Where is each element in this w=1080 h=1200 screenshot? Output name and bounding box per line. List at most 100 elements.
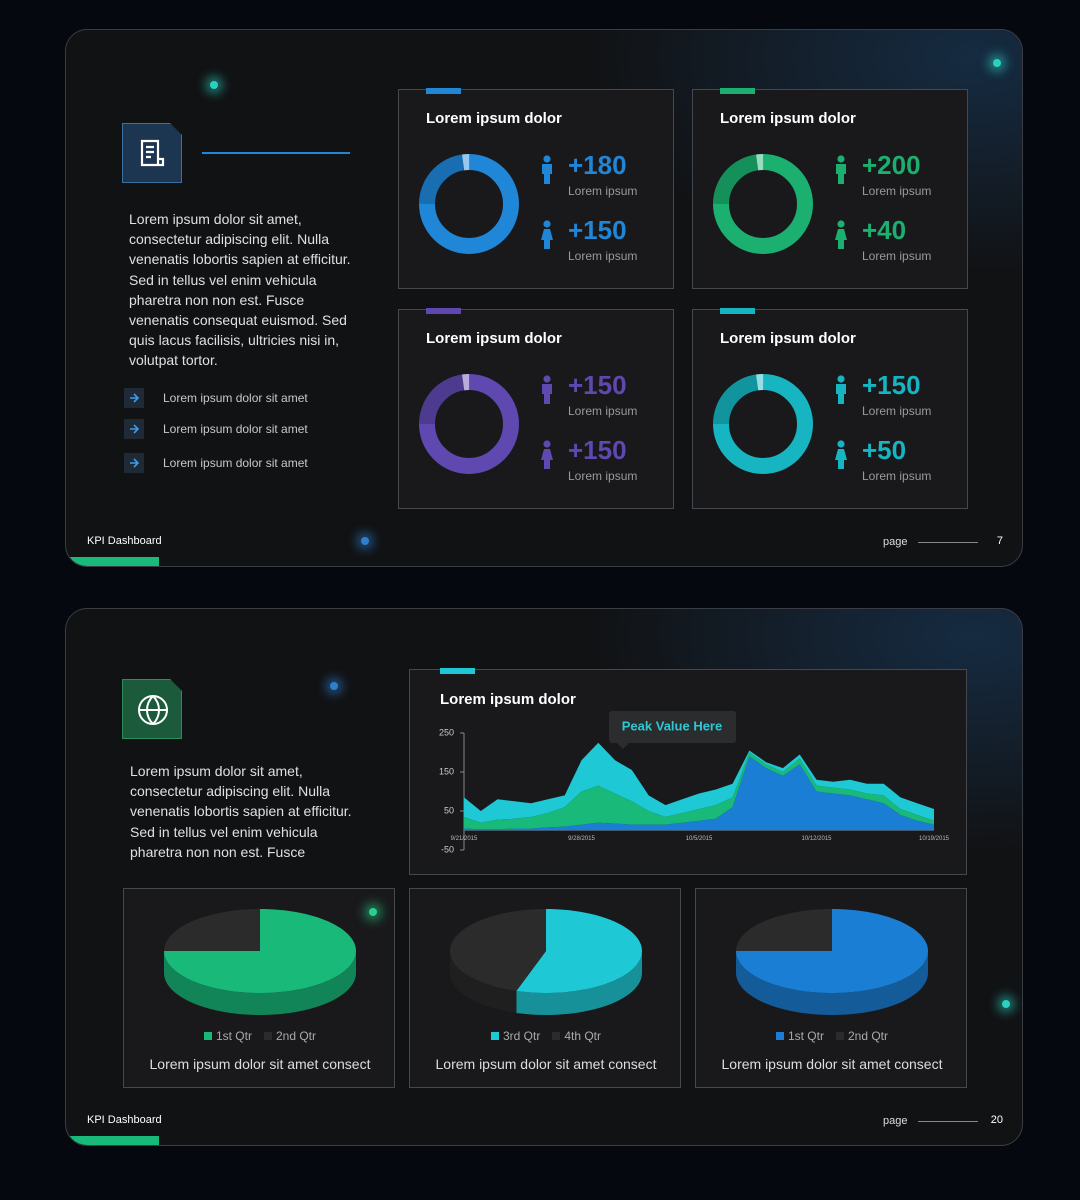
glow-dot — [993, 59, 1001, 67]
kpi-card: Lorem ipsum dolor +200 Lorem ipsum +40 Lorem… — [692, 88, 968, 289]
donut-shade — [419, 154, 519, 254]
pie-card: 1st Qtr 2nd Qtr Lorem ipsum dolor sit amet… — [695, 888, 967, 1088]
person-head — [543, 375, 551, 383]
x-tick-label: 9/21/2015 — [451, 836, 478, 842]
pie-caption: Lorem ipsum dolor sit amet consect — [721, 1056, 943, 1072]
person-icon — [836, 375, 846, 404]
pie-side — [164, 951, 356, 1015]
card-accent — [426, 308, 461, 314]
y-tick-label: 50 — [444, 805, 454, 815]
person-body — [542, 384, 552, 404]
page-number: 7 — [996, 535, 1003, 547]
person-body — [542, 164, 552, 184]
legend: 3rd Qtr 4th Qtr — [410, 1028, 682, 1044]
stat-label: Lorem ipsum — [568, 184, 638, 198]
legend-label: 4th Qtr — [564, 1029, 602, 1043]
person-body — [835, 449, 847, 469]
person-icon — [541, 220, 553, 249]
stat-label: Lorem ipsum — [862, 404, 932, 418]
page-number: 20 — [990, 1114, 1003, 1126]
pie-side — [736, 951, 928, 1015]
doc-glyph-path — [140, 139, 165, 167]
arrow-glyph — [130, 458, 140, 468]
card-title: Lorem ipsum dolor — [720, 110, 856, 127]
x-tick-label: 10/5/2015 — [686, 836, 713, 842]
person-head — [837, 440, 845, 448]
person-head — [543, 440, 551, 448]
legend-label: 1st Qtr — [215, 1029, 252, 1043]
arrow-path — [130, 458, 140, 468]
stat-value: +150 — [862, 370, 921, 400]
stat-label: Lorem ipsum — [862, 249, 932, 263]
pie-slice — [164, 909, 260, 951]
glow-dot — [330, 682, 338, 690]
globe-path — [138, 695, 168, 726]
x-tick-label: 9/28/2015 — [568, 836, 595, 842]
person-body — [836, 164, 846, 184]
card-title: Lorem ipsum dolor — [720, 330, 856, 347]
stat-label: Lorem ipsum — [862, 184, 932, 198]
card-accent — [426, 88, 461, 94]
person-head — [837, 375, 845, 383]
glow-dot — [369, 908, 377, 916]
person-head — [837, 220, 845, 228]
arrow-path — [130, 393, 140, 403]
arrow-glyph — [130, 424, 140, 434]
legend-item: 1st Qtr — [775, 1029, 824, 1043]
glow-dot — [361, 537, 369, 545]
page-rule — [918, 1121, 978, 1122]
donut-shade — [713, 374, 813, 474]
pie-slice — [450, 909, 546, 991]
glow-dot — [1002, 1000, 1010, 1008]
legend-label: 3rd Qtr — [502, 1029, 541, 1043]
person-head — [543, 220, 551, 228]
stat-value: +40 — [862, 215, 907, 245]
doc-icon — [122, 123, 182, 183]
donut — [713, 154, 813, 254]
stat-label: Lorem ipsum — [568, 404, 638, 418]
bullet-arrow — [124, 419, 144, 439]
person-icon — [836, 155, 846, 184]
legend-item: 4th Qtr — [552, 1029, 601, 1043]
person-icon — [835, 220, 847, 249]
tooltip-pointer — [617, 743, 629, 749]
globe-glyph — [138, 695, 168, 726]
stat-value: +200 — [862, 150, 921, 180]
stat-value: +150 — [568, 215, 627, 245]
legend-item: 2nd Qtr — [263, 1029, 317, 1043]
person-body — [835, 229, 847, 249]
y-tick-label: 250 — [439, 727, 454, 737]
chart-card: Lorem ipsum dolor -50 50 150 250 9/21/2015 9/2… — [409, 668, 967, 875]
legend-swatch — [835, 1032, 844, 1040]
legend-swatch — [263, 1032, 272, 1040]
area-series — [464, 756, 934, 831]
area-chart: Lorem ipsum dolor -50 50 150 250 9/21/2015 9/2… — [439, 691, 950, 854]
pie-slice — [516, 909, 642, 993]
person-body — [541, 229, 553, 249]
pie-chart — [450, 909, 642, 1015]
legend-item: 3rd Qtr — [490, 1029, 541, 1043]
legend-label: 2nd Qtr — [275, 1029, 317, 1043]
donut-shade — [419, 374, 519, 474]
header-rule — [202, 152, 350, 154]
bullet-arrow — [124, 388, 144, 408]
stat-value: +150 — [568, 370, 627, 400]
person-body — [541, 449, 553, 469]
page-rule — [918, 542, 978, 543]
doc-glyph — [140, 139, 165, 167]
card-accent — [440, 668, 475, 674]
donut — [419, 154, 519, 254]
card-accent — [720, 308, 755, 314]
kpi-card: Lorem ipsum dolor +180 Lorem ipsum +150 Lore… — [398, 88, 674, 289]
area-series — [464, 752, 934, 830]
pie-card: 1st Qtr 2nd Qtr Lorem ipsum dolor sit amet… — [123, 888, 395, 1088]
arrow-glyph — [130, 393, 140, 403]
person-icon — [542, 375, 552, 404]
page-label: page — [883, 536, 908, 548]
glow-dot — [210, 81, 218, 89]
tooltip-text: Peak Value Here — [622, 718, 722, 733]
card-title: Lorem ipsum dolor — [426, 110, 562, 127]
footer-title: KPI Dashboard — [87, 1114, 162, 1126]
legend-label: 2nd Qtr — [847, 1029, 889, 1043]
